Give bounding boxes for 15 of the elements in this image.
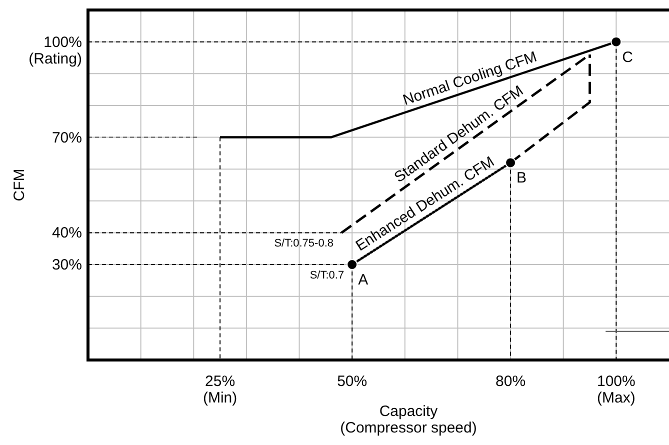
- x-tick-label: 100% (Max): [596, 373, 636, 406]
- y-tick-label: 30%: [52, 256, 82, 274]
- x-tick-label: 50%: [337, 373, 368, 390]
- annotation: S/T:0.75-0.8: [274, 238, 334, 250]
- y-tick-label: 100% (Rating): [28, 34, 82, 68]
- y-tick-label: 70%: [52, 129, 82, 146]
- annotation: C: [622, 48, 634, 66]
- y-axis-title: CFM: [11, 168, 28, 202]
- x-tick-label: 80%: [496, 373, 526, 390]
- annotation: B: [516, 170, 527, 187]
- y-tick-label: 40%: [52, 224, 82, 242]
- annotation: A: [358, 272, 368, 289]
- annotation: S/T:0.7: [310, 270, 344, 282]
- x-tick-label: 25% (Min): [202, 373, 238, 406]
- x-axis-title: Capacity (Compressor speed): [340, 403, 477, 436]
